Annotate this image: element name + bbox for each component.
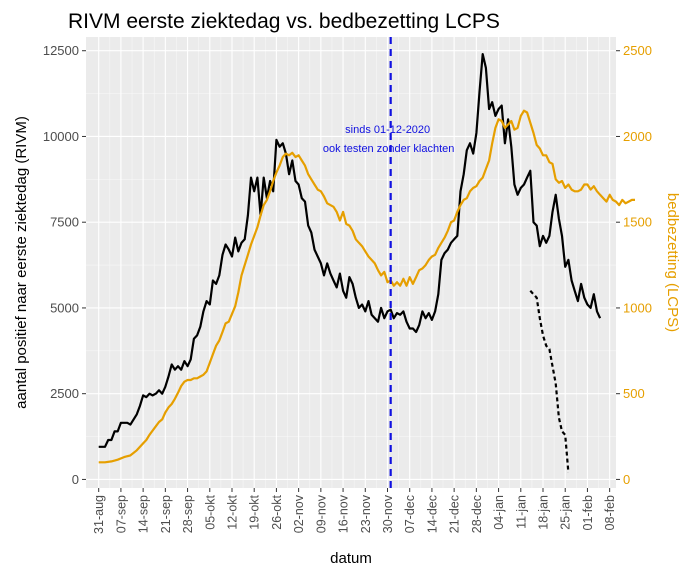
x-tick-label: 12-okt xyxy=(225,494,239,529)
x-tick-label: 14-sep xyxy=(137,495,151,533)
x-tick-label: 28-sep xyxy=(181,495,195,533)
x-tick-label: 23-nov xyxy=(359,494,373,533)
x-tick-label: 14-dec xyxy=(425,495,439,533)
y2-tick-label: 2500 xyxy=(623,43,652,58)
left-axis: 0 2500 5000 7500 10000 12500 xyxy=(43,43,86,487)
series-line-rivm xyxy=(98,53,602,448)
y-tick-label: 10000 xyxy=(43,129,79,144)
y-tick-label: 2500 xyxy=(50,386,79,401)
y2-tick-label: 2000 xyxy=(623,129,652,144)
x-tick-label: 02-nov xyxy=(292,494,306,533)
x-tick-label: 05-okt xyxy=(203,494,217,529)
x-tick-label: 19-okt xyxy=(248,494,262,529)
y-tick-label: 12500 xyxy=(43,43,79,58)
x-tick-label: 28-dec xyxy=(470,495,484,533)
y-axis-title: aantal positief naar eerste ziektedag (R… xyxy=(13,116,30,409)
annotation-line-2: ook testen zonder klachten xyxy=(323,143,454,155)
x-tick-label: 30-nov xyxy=(381,494,395,533)
x-tick-label: 18-jan xyxy=(537,495,551,530)
series-layer xyxy=(98,53,635,473)
y-tick-label: 7500 xyxy=(50,215,79,230)
chart-title: RIVM eerste ziektedag vs. bedbezetting L… xyxy=(68,10,500,33)
x-axis: 31-aug 07-sep 14-sep 21-sep 28-sep 05-okt 12-o… xyxy=(92,488,617,534)
x-axis-title: datum xyxy=(330,550,372,567)
right-axis: 0 500 1000 1500 2000 2500 xyxy=(616,43,652,487)
y-tick-label: 0 xyxy=(72,472,79,487)
x-tick-label: 31-aug xyxy=(92,495,106,534)
y2-tick-label: 0 xyxy=(623,472,630,487)
series-line-lcps xyxy=(98,109,635,464)
x-tick-label: 11-jan xyxy=(514,495,528,529)
y-tick-label: 5000 xyxy=(50,300,79,315)
x-tick-label: 26-okt xyxy=(270,494,284,529)
x-tick-label: 04-jan xyxy=(492,495,506,530)
y2-axis-title: bedbezetting (LCPS) xyxy=(664,193,681,332)
x-tick-label: 01-feb xyxy=(581,495,595,530)
series-line-rivm-dashed xyxy=(529,290,570,473)
x-tick-label: 07-sep xyxy=(114,495,128,533)
y2-tick-label: 1000 xyxy=(623,300,652,315)
x-tick-label: 25-jan xyxy=(559,495,573,530)
x-tick-label: 07-dec xyxy=(403,495,417,533)
x-tick-label: 08-feb xyxy=(603,495,617,530)
x-tick-label: 09-nov xyxy=(314,494,328,533)
x-tick-label: 21-dec xyxy=(448,495,462,533)
x-tick-label: 21-sep xyxy=(159,495,173,533)
y2-tick-label: 500 xyxy=(623,386,645,401)
y2-tick-label: 1500 xyxy=(623,215,652,230)
annotation-line-1: sinds 01-12-2020 xyxy=(345,124,430,136)
x-tick-label: 16-nov xyxy=(337,494,351,533)
